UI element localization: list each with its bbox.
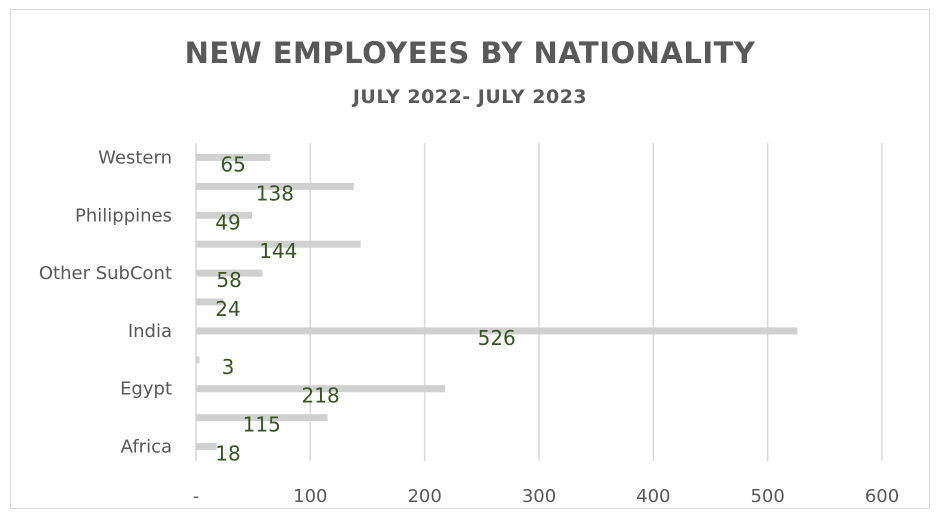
category-label: Africa [121,437,172,458]
category-label: Other SubCont [39,263,172,284]
bar [196,269,263,277]
data-label: 24 [215,297,240,321]
x-tick-label: - [193,486,200,507]
data-label: 526 [478,326,516,350]
chart-frame [10,9,930,509]
category-label: Philippines [75,205,172,226]
bar [196,385,446,393]
bar [196,356,200,364]
bar [196,153,271,161]
data-label: 138 [256,181,294,205]
category-label: India [128,321,172,342]
data-label: 49 [215,210,240,234]
bar [196,327,798,335]
bar [196,443,217,451]
data-label: 65 [220,152,245,176]
bar [196,182,354,190]
chart-title: NEW EMPLOYEES BY NATIONALITY [184,36,756,70]
data-label: 218 [302,384,340,408]
x-tick-label: 200 [407,486,441,507]
data-label: 115 [243,413,281,437]
x-tick-label: 400 [636,486,670,507]
x-tick-label: 600 [865,486,899,507]
x-tick-label: 100 [293,486,327,507]
bar [196,414,328,422]
bar [196,298,224,306]
category-label: Western [98,147,172,168]
bar [196,211,253,219]
x-tick-label: 300 [522,486,556,507]
category-label: Egypt [120,379,172,400]
data-label: 18 [215,442,240,466]
data-label: 3 [222,355,235,379]
data-label: 58 [216,268,241,292]
chart-subtitle: JULY 2022- JULY 2023 [352,86,588,108]
bar [196,240,361,248]
data-label: 144 [259,239,297,263]
x-tick-label: 500 [750,486,784,507]
